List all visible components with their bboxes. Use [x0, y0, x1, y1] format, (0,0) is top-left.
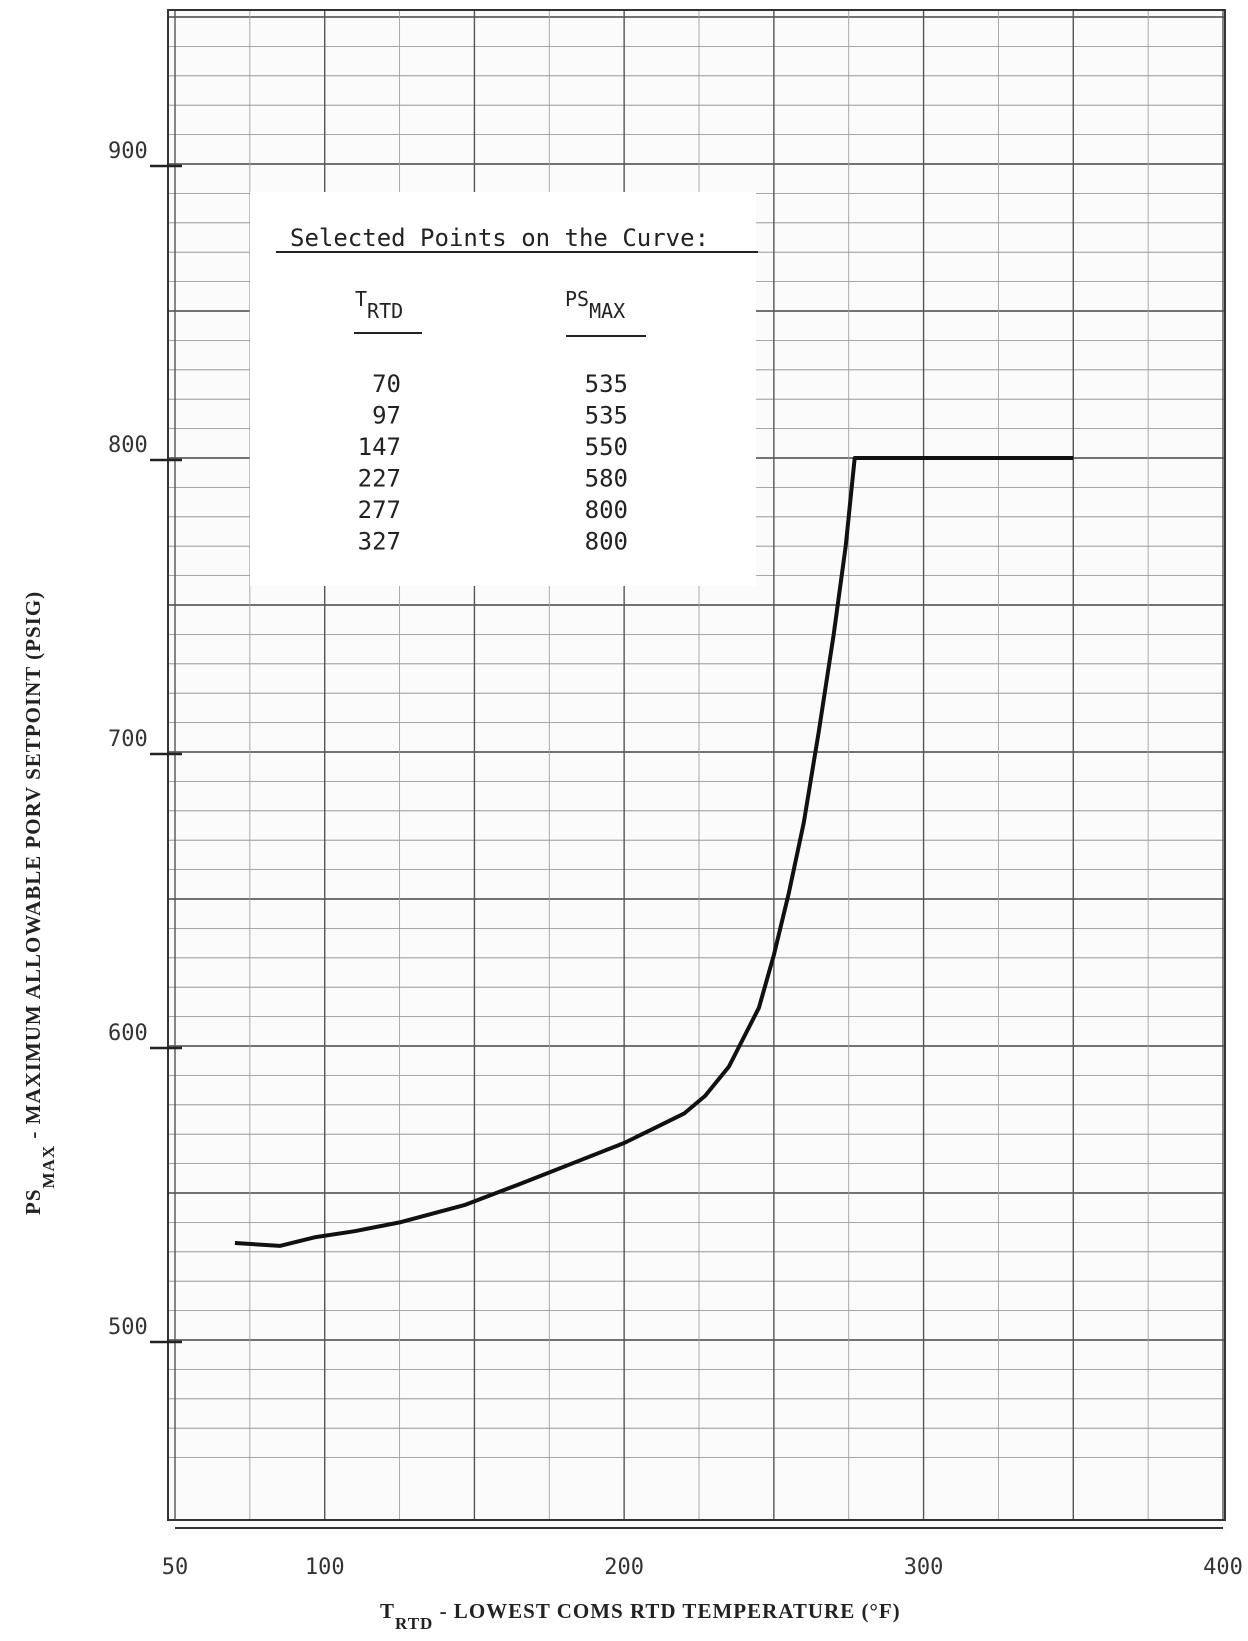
- x-tick-label: 50: [162, 1555, 189, 1580]
- table-col2-main: PS: [565, 287, 589, 311]
- x-tick-label: 400: [1203, 1555, 1243, 1580]
- table-cell-psmax: 800: [585, 528, 628, 556]
- x-axis-title-rest: - LOWEST COMS RTD TEMPERATURE (°F): [433, 1599, 900, 1623]
- x-axis-title-main: T: [380, 1599, 395, 1623]
- table-cell-trtd: 277: [358, 496, 401, 524]
- table-col1-main: T: [355, 287, 367, 311]
- y-axis-title-rest: - MAXIMUM ALLOWABLE PORV SETPOINT (PSIG): [21, 591, 45, 1145]
- table-col2-header: PSMAX: [565, 287, 625, 323]
- tick-labels: 50 100 200 300 400 500 600 700 800 900: [108, 139, 1243, 1580]
- y-tick-label: 600: [108, 1021, 148, 1046]
- table-cell-psmax: 535: [585, 370, 628, 398]
- table-col1-sub: RTD: [367, 299, 403, 323]
- x-axis-title: TRTD - LOWEST COMS RTD TEMPERATURE (°F): [380, 1599, 901, 1633]
- table-cell-psmax: 535: [585, 402, 628, 430]
- table-cell-trtd: 147: [358, 433, 401, 461]
- y-tick-label: 700: [108, 727, 148, 752]
- y-axis-title: PSMAX - MAXIMUM ALLOWABLE PORV SETPOINT …: [21, 591, 58, 1215]
- table-col2-sub: MAX: [589, 299, 625, 323]
- x-axis-title-sub: RTD: [395, 1614, 433, 1633]
- table-cell-trtd: 227: [358, 465, 401, 493]
- table-cell-trtd: 327: [358, 528, 401, 556]
- y-tick-label: 500: [108, 1315, 148, 1340]
- table-cell-psmax: 550: [585, 433, 628, 461]
- x-tick-label: 300: [904, 1555, 944, 1580]
- table-cell-psmax: 800: [585, 496, 628, 524]
- table-title: Selected Points on the Curve:: [290, 224, 709, 252]
- y-axis-title-sub: MAX: [39, 1145, 58, 1189]
- x-tick-label: 200: [604, 1555, 644, 1580]
- table-cell-psmax: 580: [585, 465, 628, 493]
- axes: [167, 9, 1226, 1529]
- x-tick-label: 100: [305, 1555, 345, 1580]
- y-axis-title-main: PS: [21, 1188, 45, 1215]
- table-col1-header: TRTD: [355, 287, 403, 323]
- y-tick-label: 800: [108, 433, 148, 458]
- table-cell-trtd: 70: [372, 370, 401, 398]
- table-cell-trtd: 97: [372, 402, 401, 430]
- plot-border: [167, 9, 1226, 1521]
- curve-line: [234, 456, 1074, 1248]
- data-curve: [234, 456, 1074, 1248]
- y-tick-label: 900: [108, 139, 148, 164]
- table-rows: 70 535 97 535 147 550 227 580 277 800 327 800: [358, 370, 628, 556]
- selected-points-table: Selected Points on the Curve: TRTD PSMAX…: [276, 224, 758, 556]
- table-background: [250, 192, 756, 586]
